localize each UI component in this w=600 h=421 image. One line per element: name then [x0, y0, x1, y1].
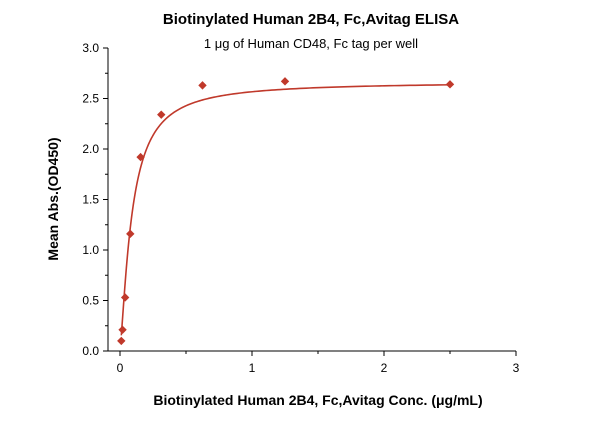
x-tick-label: 1 — [249, 361, 256, 375]
data-point — [198, 81, 207, 90]
data-point — [136, 152, 145, 162]
y-axis-ticks: 0.0 0.5 1.0 1.5 2.0 2.5 3.0 — [82, 41, 108, 358]
x-axis-ticks: 0 1 2 3 — [117, 351, 520, 375]
data-points — [117, 77, 455, 346]
data-point — [280, 77, 290, 86]
chart-title: Biotinylated Human 2B4, Fc,Avitag ELISA — [163, 11, 459, 28]
y-tick-label: 2.0 — [82, 142, 99, 156]
data-point — [445, 80, 455, 89]
data-point — [117, 336, 126, 346]
y-tick-label: 1.5 — [82, 193, 99, 207]
fit-curve — [120, 83, 451, 336]
x-axis-label: Biotinylated Human 2B4, Fc,Avitag Conc. … — [153, 392, 482, 408]
data-point — [157, 110, 166, 119]
x-tick-label: 2 — [381, 361, 388, 375]
y-tick-label: 2.5 — [82, 92, 99, 106]
y-tick-label: 0.0 — [82, 344, 99, 358]
y-tick-label: 3.0 — [82, 41, 99, 55]
x-tick-label: 3 — [513, 361, 520, 375]
chart-subtitle: 1 μg of Human CD48, Fc tag per well — [204, 36, 418, 51]
x-tick-label: 0 — [117, 361, 124, 375]
y-axis-label: Mean Abs.(OD450) — [45, 137, 61, 260]
data-point — [126, 229, 135, 239]
data-point — [118, 325, 127, 334]
y-tick-label: 0.5 — [82, 294, 99, 308]
data-point — [120, 293, 130, 302]
axes — [107, 48, 516, 352]
y-tick-label: 1.0 — [82, 243, 99, 257]
